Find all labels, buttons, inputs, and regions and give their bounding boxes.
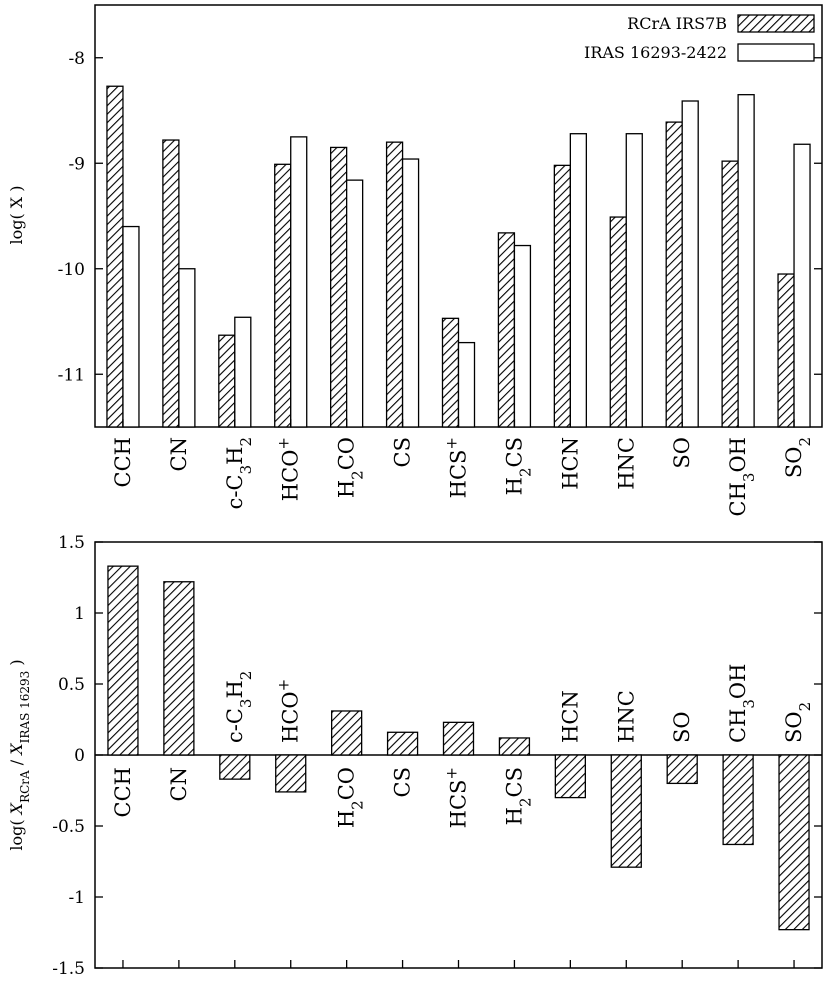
y-tick-label: 1.5 [58, 533, 85, 553]
category-label-hcsplus: HCS+ [443, 437, 471, 498]
y-tick-label: 1 [74, 604, 85, 624]
ratio-category-label-hcoplus: HCO+ [275, 679, 303, 743]
category-label-cs: CS [391, 437, 415, 467]
bar-rcra-irs7b-hcn [553, 164, 571, 428]
ratio-category-label-so2: SO2 [782, 702, 814, 743]
category-label-ch3oh: CH3OH [726, 437, 758, 516]
legend-label-rcra: RCrA IRS7B [627, 14, 727, 33]
bar-iras-16293-2422-c-c3h2 [234, 316, 252, 428]
abundance-x-axis: CCH CN c-C3H2 HCO+ H2CO CS HCS+ H2CS HCN HNC SO CH3… [111, 419, 814, 516]
bar-iras-16293-2422-ch3oh [737, 94, 755, 428]
ratio-category-label-hcsplus: HCS+ [443, 767, 471, 828]
ratio-category-label-h2cs: H2CS [502, 767, 534, 825]
ratio-bars [107, 565, 810, 931]
category-label-so: SO [670, 437, 694, 469]
y-tick-label: -0.5 [52, 817, 85, 837]
ratio-bar-h2co [331, 710, 363, 756]
bar-rcra-irs7b-cn [162, 139, 180, 428]
bar-iras-16293-2422-h2cs [513, 244, 532, 428]
ratio-category-label-c-c3h2: c-C3H2 [223, 671, 255, 743]
y-tick-label: -11 [58, 365, 85, 385]
legend-entry-iras: IRAS 16293-2422 [584, 43, 815, 62]
bar-iras-16293-2422-hcoplus [290, 136, 308, 428]
ratio-category-label-hcn: HCN [558, 690, 582, 743]
bar-rcra-irs7b-h2co [330, 146, 348, 428]
abundance-chart: -8 -9 -10 -11 CCH CN c-C3H2 HCO+ H2CO CS HCS+ H2CS… [7, 4, 823, 516]
ratio-bar-hcsplus [442, 721, 475, 756]
abundance-y-axis: -8 -9 -10 -11 [58, 49, 822, 385]
category-label-h2cs: H2CS [502, 437, 534, 495]
bar-iras-16293-2422-hcsplus [457, 341, 476, 428]
bar-rcra-irs7b-hnc [609, 216, 627, 428]
ratio-bar-h2cs [498, 737, 531, 756]
ratio-x-axis: CCH CN c-C3H2 HCO+ H2CO CS HCS+ H2CS HCN HNC SO CH3… [111, 664, 814, 968]
ratio-y-axis: 1.5 1 0.5 0 -0.5 -1 -1.5 [52, 533, 822, 979]
ratio-bar-ch3oh [722, 754, 754, 846]
bar-iras-16293-2422-hcn [569, 133, 587, 428]
category-label-h2co: H2CO [335, 437, 367, 498]
category-label-hcn: HCN [558, 437, 582, 490]
ratio-bar-cch [107, 565, 139, 756]
ratio-bar-hcoplus [275, 754, 307, 793]
bar-rcra-irs7b-cs [385, 141, 404, 428]
bar-rcra-irs7b-so2 [777, 273, 795, 428]
bar-iras-16293-2422-cs [401, 158, 420, 428]
bar-rcra-irs7b-so [665, 121, 683, 428]
category-label-hcoplus: HCO+ [275, 437, 303, 501]
y-tick-label: -10 [58, 260, 85, 280]
bar-iras-16293-2422-so [681, 100, 699, 428]
legend: RCrA IRS7B IRAS 16293-2422 [584, 14, 815, 62]
ratio-category-label-hnc: HNC [614, 690, 638, 743]
ratio-category-label-ch3oh: CH3OH [726, 664, 758, 743]
category-label-so2: SO2 [782, 437, 814, 478]
bar-rcra-irs7b-h2cs [497, 232, 516, 428]
category-label-hnc: HNC [614, 437, 638, 490]
ratio-bar-c-c3h2 [219, 754, 251, 780]
category-label-cch: CCH [111, 437, 135, 487]
bar-iras-16293-2422-h2co [346, 179, 364, 428]
bar-rcra-irs7b-ch3oh [721, 160, 739, 428]
ratio-bar-so2 [778, 754, 810, 931]
y-tick-label: -8 [68, 49, 85, 69]
bar-rcra-irs7b-hcoplus [274, 163, 292, 428]
bar-iras-16293-2422-hnc [625, 133, 643, 428]
category-label-c-c3h2: c-C3H2 [223, 437, 255, 509]
bar-iras-16293-2422-cch [122, 225, 140, 428]
ratio-category-label-cs: CS [391, 767, 415, 797]
ratio-bar-hcn [554, 754, 586, 799]
legend-swatch-iras [737, 43, 815, 62]
abundance-y-axis-label: log( X ) [7, 185, 26, 244]
bar-iras-16293-2422-cn [178, 268, 196, 428]
bar-rcra-irs7b-cch [106, 85, 124, 428]
ratio-bar-cn [163, 581, 195, 756]
bar-rcra-irs7b-hcsplus [441, 317, 460, 428]
ratio-category-label-cn: CN [167, 767, 191, 801]
bar-iras-16293-2422-so2 [793, 143, 811, 428]
ratio-category-label-so: SO [670, 711, 694, 743]
ratio-category-label-h2co: H2CO [335, 767, 367, 828]
abundance-bars [106, 85, 811, 428]
legend-entry-rcra: RCrA IRS7B [627, 14, 815, 33]
y-tick-label: -9 [68, 154, 85, 174]
legend-swatch-rcra [737, 14, 815, 33]
ratio-category-label-cch: CCH [111, 767, 135, 817]
y-tick-label: 0.5 [58, 675, 85, 695]
y-tick-label: -1 [68, 888, 85, 908]
legend-label-iras: IRAS 16293-2422 [584, 43, 727, 62]
category-label-cn: CN [167, 437, 191, 471]
y-tick-label: -1.5 [52, 959, 85, 979]
ratio-chart: 1.5 1 0.5 0 -0.5 -1 -1.5 CCH CN c-C3H2 HCO+ H2CO CS… [7, 533, 823, 979]
ratio-bar-hnc [610, 754, 642, 868]
bar-rcra-irs7b-c-c3h2 [218, 334, 236, 428]
ratio-y-axis-label: log( XRCrA / XIRAS 16293 ) [7, 659, 32, 850]
ratio-bar-so [666, 754, 698, 785]
ratio-bar-cs [386, 731, 419, 756]
y-tick-label: 0 [74, 746, 85, 766]
